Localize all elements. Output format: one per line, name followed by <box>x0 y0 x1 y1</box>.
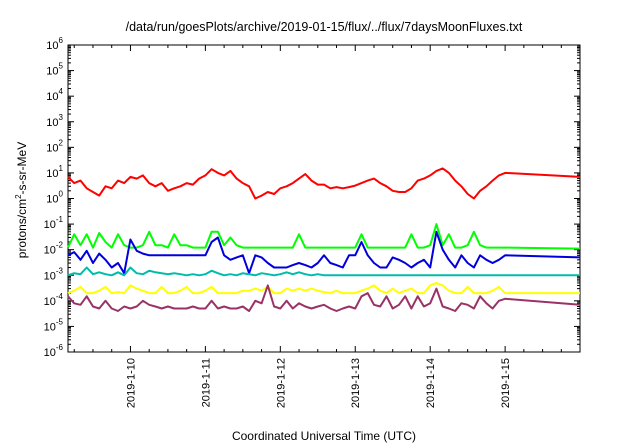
series-line-1 <box>67 223 581 250</box>
y-tick-label: 10-5 <box>44 317 64 333</box>
y-tick-label: 100 <box>46 190 63 206</box>
x-tick-label: 2019-1-13 <box>350 358 362 408</box>
y-tick-label: 10-6 <box>44 343 64 359</box>
y-tick-label: 103 <box>46 113 63 129</box>
x-axis-label: Coordinated Universal Time (UTC) <box>232 429 416 443</box>
series-line-0 <box>67 167 581 200</box>
series-lines <box>67 167 581 312</box>
x-tick-label: 2019-1-10 <box>125 358 137 408</box>
series-line-2 <box>67 230 581 275</box>
y-tick-label: 10-2 <box>44 241 64 257</box>
series-line-4 <box>67 282 580 295</box>
x-tick-label: 2019-1-12 <box>275 358 287 408</box>
y-axis-label: protons/cm2-s-sr-MeV <box>14 142 29 258</box>
series-line-5 <box>67 284 581 312</box>
chart-title: /data/run/goesPlots/archive/2019-01-15/f… <box>126 20 523 34</box>
x-tick-label: 2019-1-11 <box>200 358 212 407</box>
y-tick-label: 10-3 <box>44 266 64 282</box>
y-tick-label: 10-4 <box>44 292 64 308</box>
y-axis: 10-6 10-5 10-4 10-3 10-2 10-1 100 101 102 103 104 1… <box>44 36 580 359</box>
x-axis: 2019-1-10 2019-1-11 2019-1-12 2019-1-13 2019… <box>73 45 562 408</box>
series-line-3 <box>67 266 580 277</box>
y-tick-label: 102 <box>46 138 63 154</box>
x-tick-label: 2019-1-14 <box>425 358 437 408</box>
y-tick-label: 105 <box>46 62 63 78</box>
y-tick-label: 10-1 <box>44 215 64 231</box>
y-tick-label: 101 <box>46 164 63 180</box>
x-tick-label: 2019-1-15 <box>500 358 512 408</box>
y-tick-label: 104 <box>46 87 63 103</box>
y-tick-label: 106 <box>46 36 63 52</box>
